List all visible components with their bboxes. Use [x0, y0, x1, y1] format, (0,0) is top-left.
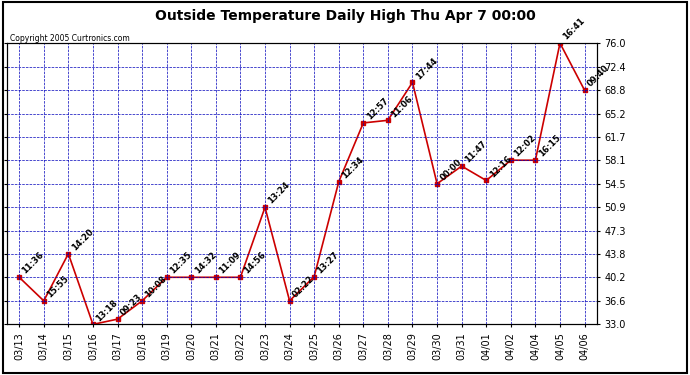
Text: 13:24: 13:24 — [266, 181, 292, 206]
Text: 09:40: 09:40 — [586, 64, 611, 89]
Text: 12:16: 12:16 — [488, 154, 513, 179]
Text: 11:06: 11:06 — [389, 94, 415, 119]
Text: 11:09: 11:09 — [217, 251, 242, 276]
Text: 12:35: 12:35 — [168, 251, 193, 276]
Text: 02:22: 02:22 — [291, 274, 316, 300]
Text: 12:34: 12:34 — [340, 155, 366, 180]
Text: 13:27: 13:27 — [315, 250, 341, 275]
Text: 16:15: 16:15 — [537, 134, 562, 159]
Text: 16:41: 16:41 — [562, 16, 586, 42]
Text: 14:56: 14:56 — [241, 251, 267, 276]
Text: 15:55: 15:55 — [45, 274, 70, 300]
Text: 14:32: 14:32 — [193, 251, 218, 276]
Text: 12:57: 12:57 — [365, 96, 390, 122]
Text: 11:47: 11:47 — [463, 140, 489, 165]
Text: 13:18: 13:18 — [95, 298, 119, 323]
Text: 09:23: 09:23 — [119, 292, 144, 318]
Text: Outside Temperature Daily High Thu Apr 7 00:00: Outside Temperature Daily High Thu Apr 7… — [155, 9, 535, 23]
Text: 12:02: 12:02 — [512, 134, 538, 159]
Text: 10:08: 10:08 — [144, 274, 168, 300]
Text: 14:20: 14:20 — [70, 227, 95, 252]
Text: 17:44: 17:44 — [414, 56, 439, 81]
Text: 00:00: 00:00 — [438, 158, 464, 182]
Text: Copyright 2005 Curtronics.com: Copyright 2005 Curtronics.com — [10, 34, 130, 43]
Text: 11:36: 11:36 — [21, 251, 46, 276]
